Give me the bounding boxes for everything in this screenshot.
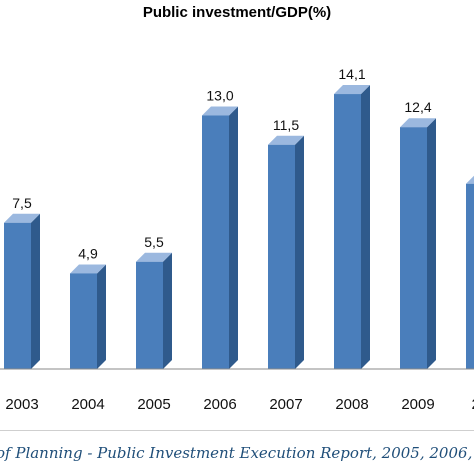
bar-2005 xyxy=(136,252,172,369)
bar-top xyxy=(4,213,40,223)
bar-2009 xyxy=(400,118,436,369)
chart-title: Public investment/GDP(%) xyxy=(142,4,332,21)
x-tick-2003: 2003 xyxy=(5,396,38,413)
bar-side xyxy=(31,213,40,369)
bar-side xyxy=(361,85,370,370)
bar-top xyxy=(334,85,370,95)
x-tick-labels: 2003 2004 2005 2006 2007 2008 2009 201 xyxy=(5,396,474,413)
bar-side xyxy=(97,264,106,369)
bar-2006 xyxy=(202,106,238,369)
bar-top xyxy=(268,135,304,145)
x-tick-2007: 2007 xyxy=(269,396,302,413)
bar-front xyxy=(4,222,31,369)
bar-chart: 7,54,95,513,011,514,112,49 2003200420052… xyxy=(0,66,474,413)
bar-side xyxy=(427,118,436,369)
data-label-2007: 11,5 xyxy=(273,117,299,133)
bar-front xyxy=(400,127,427,369)
bar-front xyxy=(202,115,229,369)
bar-front xyxy=(70,273,97,369)
bars-group: 7,54,95,513,011,514,112,49 xyxy=(4,66,474,370)
x-tick-201: 201 xyxy=(471,396,474,413)
x-tick-2008: 2008 xyxy=(335,396,368,413)
bar-front xyxy=(334,94,361,370)
x-tick-2005: 2005 xyxy=(137,396,170,413)
bar-side xyxy=(163,252,172,369)
bar-side xyxy=(229,106,238,369)
bar-top xyxy=(466,175,474,184)
data-label-2003: 7,5 xyxy=(12,195,32,211)
data-label-2006: 13,0 xyxy=(206,88,233,104)
x-tick-2006: 2006 xyxy=(203,396,236,413)
data-label-2008: 14,1 xyxy=(338,66,365,82)
bar-top xyxy=(202,106,238,116)
x-tick-2009: 2009 xyxy=(401,396,434,413)
bar-front xyxy=(268,144,295,369)
data-label-2005: 5,5 xyxy=(144,234,164,250)
bar-side xyxy=(295,135,304,369)
bar-top xyxy=(136,252,172,262)
bar-2004 xyxy=(70,264,106,369)
bar-2003 xyxy=(4,213,40,369)
source-note: of Planning - Public Investment Executio… xyxy=(0,444,474,462)
bar-2007 xyxy=(268,135,304,369)
bar-front xyxy=(136,261,163,369)
data-label-2004: 4,9 xyxy=(78,245,98,261)
data-label-2009: 12,4 xyxy=(404,99,431,115)
x-tick-2004: 2004 xyxy=(71,396,104,413)
divider-line xyxy=(0,430,474,431)
bar-2008 xyxy=(334,85,370,370)
bar-front xyxy=(466,183,474,369)
bar-201 xyxy=(466,175,474,369)
bar-top xyxy=(400,118,436,128)
bar-top xyxy=(70,264,106,274)
